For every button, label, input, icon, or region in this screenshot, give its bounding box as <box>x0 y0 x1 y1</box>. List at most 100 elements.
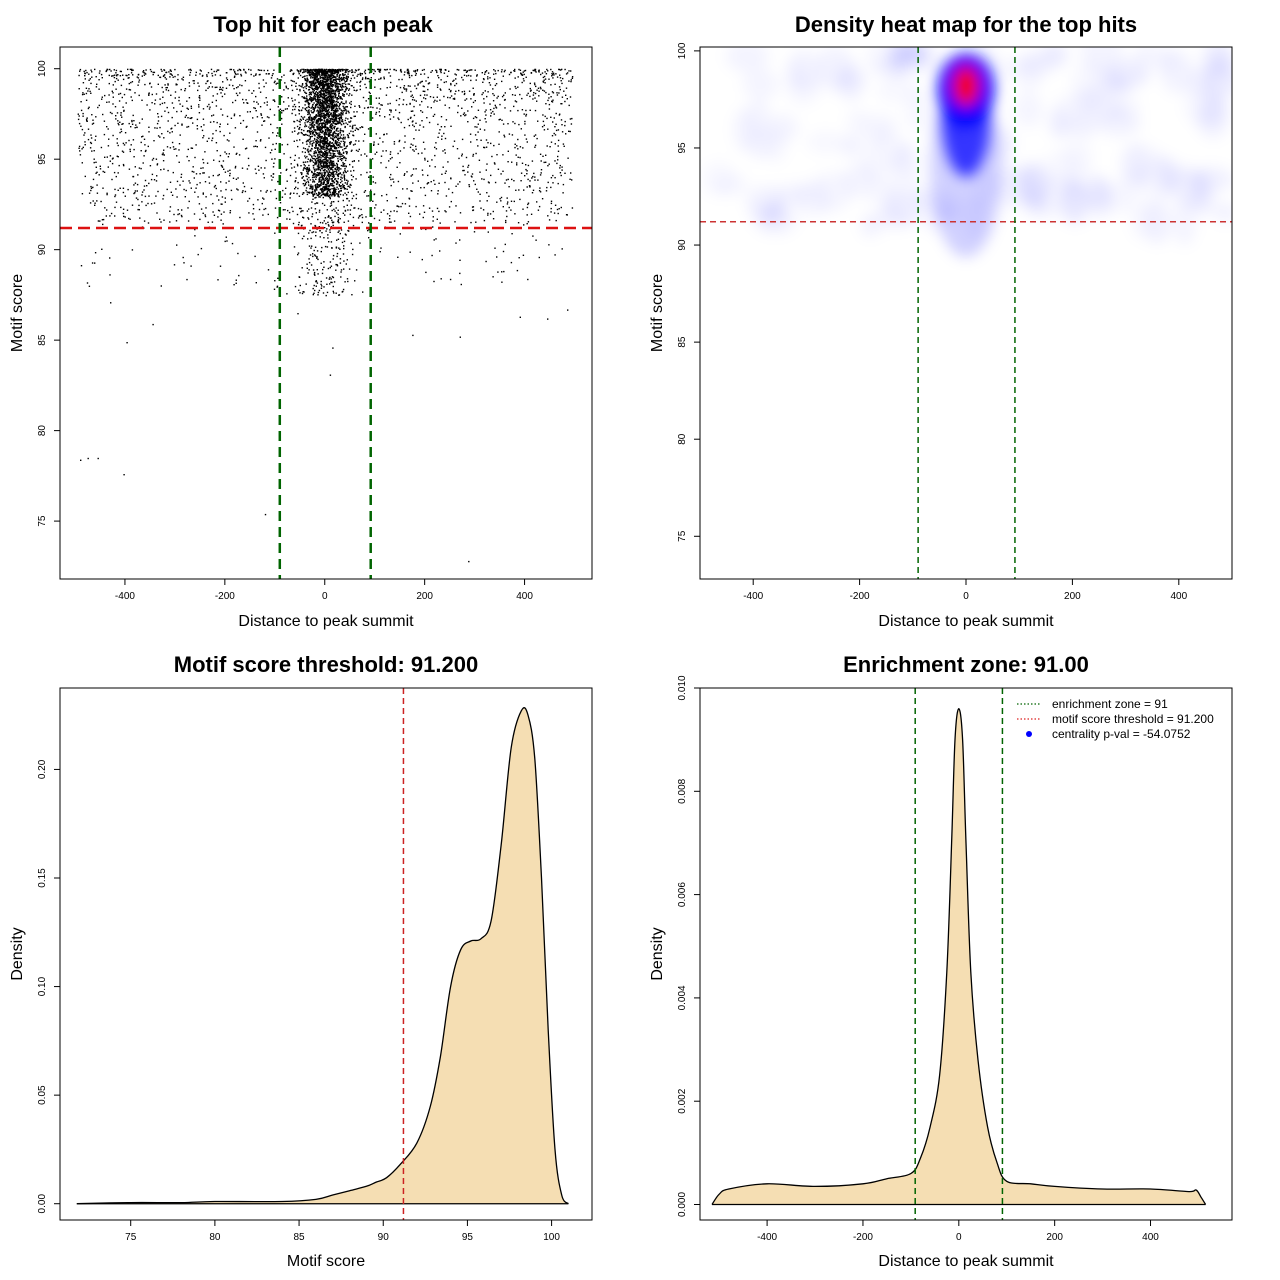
scatter-point <box>332 136 334 138</box>
scatter-point <box>342 74 344 76</box>
scatter-point <box>84 144 86 146</box>
scatter-point <box>331 103 334 105</box>
scatter-point <box>293 121 296 123</box>
scatter-point <box>311 171 313 173</box>
scatter-point <box>495 107 498 109</box>
scatter-point <box>329 101 331 103</box>
scatter-point <box>321 95 323 98</box>
scatter-point <box>323 109 325 112</box>
scatter-point <box>396 85 398 87</box>
scatter-point <box>329 147 332 149</box>
scatter-point <box>337 139 340 142</box>
scatter-point <box>452 98 455 100</box>
scatter-point <box>327 95 329 98</box>
scatter-point <box>153 202 156 204</box>
scatter-point <box>551 75 553 77</box>
scatter-point <box>111 112 113 115</box>
scatter-point <box>283 74 285 76</box>
scatter-point <box>325 114 328 116</box>
scatter-point <box>331 193 333 196</box>
scatter-point <box>389 153 392 155</box>
scatter-point <box>124 216 126 218</box>
scatter-point <box>341 98 343 100</box>
scatter-point <box>310 83 313 86</box>
scatter-point <box>319 115 321 118</box>
scatter-point <box>310 100 313 103</box>
scatter-point <box>310 107 312 109</box>
scatter-point <box>333 70 335 73</box>
scatter-point <box>416 70 418 72</box>
scatter-point <box>319 119 321 121</box>
scatter-point <box>368 77 370 80</box>
scatter-point <box>385 166 387 169</box>
scatter-point <box>315 87 317 89</box>
scatter-point <box>487 78 489 80</box>
scatter-point <box>119 70 122 73</box>
scatter-point <box>413 150 415 152</box>
scatter-point <box>234 99 237 102</box>
scatter-point <box>311 97 313 99</box>
scatter-point <box>455 82 458 85</box>
scatter-point <box>393 141 396 143</box>
scatter-point <box>464 69 466 71</box>
scatter-point <box>137 208 139 211</box>
scatter-point <box>319 110 321 113</box>
scatter-point <box>319 141 321 143</box>
scatter-point <box>313 78 316 80</box>
scatter-point <box>257 165 260 167</box>
scatter-point <box>101 98 103 100</box>
scatter-point <box>481 178 483 180</box>
scatter-point <box>490 115 492 117</box>
scatter-point <box>570 79 572 81</box>
scatter-point <box>281 144 283 146</box>
scatter-point <box>370 189 372 191</box>
scatter-point <box>518 123 520 126</box>
scatter-point <box>230 189 233 192</box>
scatter-point <box>422 90 424 92</box>
scatter-point <box>159 126 161 129</box>
scatter-point <box>332 105 335 107</box>
scatter-point <box>316 186 318 188</box>
scatter-point <box>287 97 289 99</box>
scatter-point <box>137 174 139 176</box>
scatter-point <box>461 153 463 155</box>
scatter-point <box>104 94 106 97</box>
scatter-point <box>184 88 187 90</box>
scatter-point <box>507 161 509 163</box>
scatter-point <box>471 173 474 175</box>
scatter-point <box>326 142 329 144</box>
scatter-point <box>326 194 328 197</box>
scatter-point <box>338 153 340 155</box>
scatter-point <box>548 163 550 165</box>
scatter-point <box>472 206 475 208</box>
scatter-point <box>162 160 165 162</box>
scatter-point <box>310 150 312 152</box>
scatter-point <box>362 112 364 114</box>
scatter-point <box>331 209 333 212</box>
scatter-point <box>246 111 249 113</box>
scatter-point <box>351 197 354 200</box>
scatter-point <box>310 119 312 122</box>
scatter-point <box>93 161 95 164</box>
scatter-point <box>340 178 342 181</box>
scatter-point <box>330 81 332 83</box>
scatter-point <box>326 71 328 74</box>
scatter-point <box>171 131 173 133</box>
scatter-point <box>273 162 275 164</box>
scatter-point <box>415 87 418 90</box>
scatter-point <box>439 70 442 72</box>
scatter-point <box>324 99 326 101</box>
scatter-point <box>470 75 472 77</box>
scatter-point <box>259 106 262 108</box>
scatter-point <box>324 135 326 137</box>
scatter-point <box>373 72 375 75</box>
scatter-point <box>332 117 335 119</box>
scatter-point <box>87 128 90 130</box>
scatter-point <box>343 123 345 125</box>
scatter-point <box>342 114 344 116</box>
scatter-point <box>318 157 320 159</box>
scatter-point <box>317 168 319 170</box>
scatter-point <box>338 74 341 76</box>
scatter-point <box>323 105 325 107</box>
scatter-point <box>434 154 436 157</box>
